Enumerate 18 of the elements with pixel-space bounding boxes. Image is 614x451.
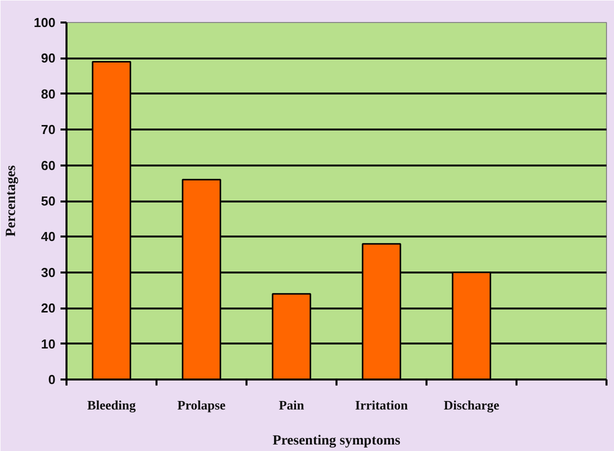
x-tick-label: Pain <box>278 398 305 412</box>
y-tick-label: 50 <box>41 194 56 208</box>
x-axis-title: Presenting symptoms <box>272 434 401 448</box>
y-tick-label: 70 <box>41 122 56 138</box>
y-tick-label: 100 <box>34 15 56 30</box>
y-tick-label: 20 <box>41 300 56 316</box>
y-axis-title: Percentages <box>4 164 19 237</box>
y-tick-label: 30 <box>41 264 56 280</box>
y-tick-label: 60 <box>41 158 56 173</box>
y-tick-label: 80 <box>41 86 56 102</box>
y-tick-label: 10 <box>41 336 56 352</box>
y-tick-label: 90 <box>41 50 56 66</box>
y-tick-label: 0 <box>48 372 56 387</box>
y-tick-label: 40 <box>41 229 56 244</box>
x-tick-label: Prolapse <box>177 398 226 412</box>
x-tick-label: Discharge <box>444 398 500 412</box>
x-tick-label: Irritation <box>355 398 409 412</box>
x-tick-label: Bleeding <box>87 398 136 412</box>
